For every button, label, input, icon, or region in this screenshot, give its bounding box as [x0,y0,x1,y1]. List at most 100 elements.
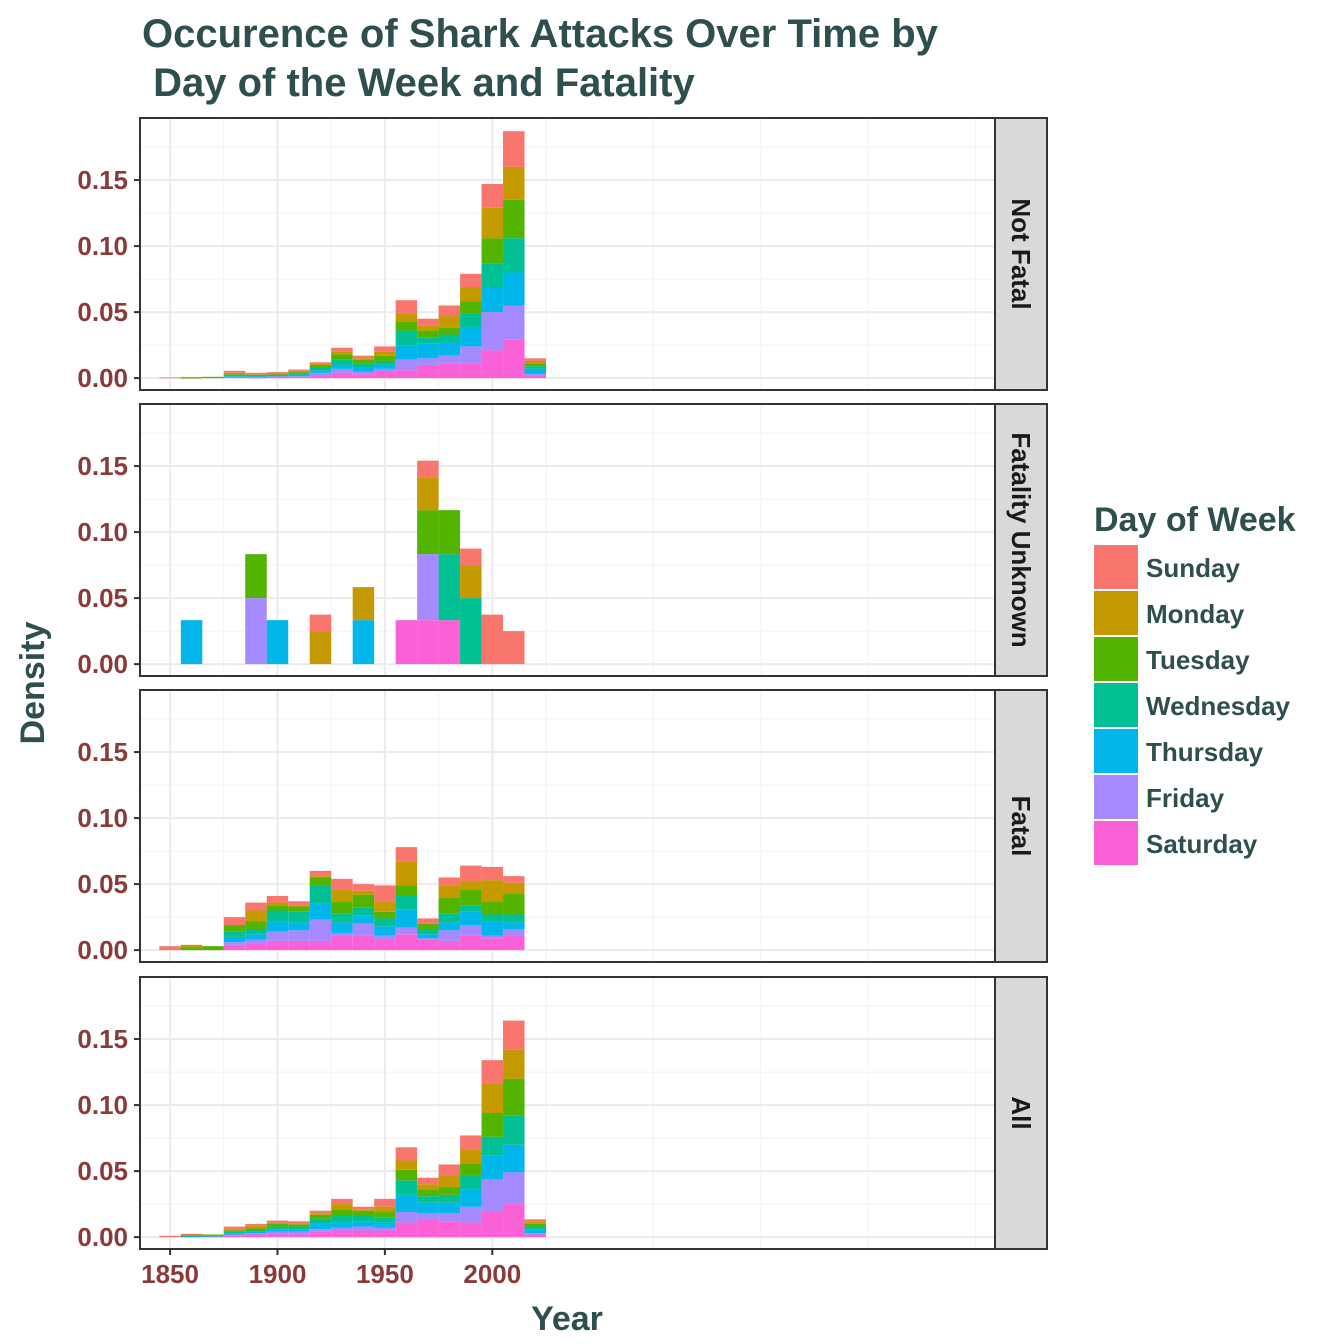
legend-item-saturday: Saturday [1094,821,1258,865]
bar-segment-saturday [438,1221,461,1238]
panel-not-fatal: Not Fatal 0.00 0.05 0.10 0.15 [77,117,1048,393]
legend-label: Sunday [1146,553,1240,583]
bar-segment-monday [481,880,504,902]
bar-segment-wednesday [309,367,332,371]
bar-segment-friday [481,935,504,939]
bar-segment-saturday [374,1230,396,1238]
bar-segment-monday [223,1229,246,1231]
legend-item-tuesday: Tuesday [1094,637,1250,681]
bar-segment-tuesday [438,327,461,335]
panel-fatal: Fatal 0.00 0.05 0.10 0.15 [77,689,1048,965]
bar-segment-thursday [180,1236,203,1238]
bar-segment-wednesday [288,373,310,375]
bar-segment-tuesday [309,364,332,368]
bar-segment-monday [503,166,525,200]
bar-segment-tuesday [223,1230,246,1232]
y-tick-label: 0.00 [77,649,128,679]
bar-segment-tuesday [460,301,482,314]
bar-segment-saturday [417,1219,439,1238]
bar-segment-wednesday [266,374,289,376]
bar-segment-thursday [352,1221,375,1227]
bar-segment-monday [245,1225,267,1229]
bar-segment-saturday [223,1235,246,1238]
bar-segment-monday [460,881,482,890]
bar-segment-saturday [374,371,396,379]
bar-segment-thursday [503,272,525,306]
bar-segment-sunday [438,1164,461,1176]
y-axis-title: Density [14,622,52,745]
legend: Day of Week Sunday Monday Tuesday Wednesday… [1094,501,1296,865]
bar-segment-friday [460,346,482,364]
bar-segment-thursday [395,909,418,928]
y-tick-label: 0.05 [77,1156,128,1186]
bar-segment-thursday [438,1202,461,1214]
bar-segment-saturday [395,370,418,379]
bar-segment-saturday [245,943,267,951]
bar-segment-sunday [223,917,246,926]
bar-segment-tuesday [266,1223,289,1227]
bar-segment-friday [309,372,332,376]
bar-segment-wednesday [460,313,482,328]
bar-segment-saturday [503,1204,525,1238]
legend-key [1094,637,1138,681]
bar-segment-sunday [352,355,375,359]
x-axis: 1850 1900 1950 2000 [141,1249,521,1289]
bar-segment-monday [460,287,482,302]
bar-segment-tuesday [374,911,396,919]
bar-segment-sunday [266,372,289,374]
bar-segment-thursday [417,1202,439,1214]
bar-segment-sunday [417,460,439,478]
bar-segment-sunday [460,1135,482,1150]
bar-segment-friday [309,919,332,941]
bar-segment-thursday [309,370,332,373]
bar-segment-monday [417,477,439,511]
bar-segment-friday [524,1233,547,1235]
bar-segment-tuesday [180,1235,203,1236]
bar-segment-saturday [245,1234,267,1238]
bar-segment-wednesday [352,1215,375,1222]
bar-segment-sunday [417,1177,439,1185]
bar-segment-saturday [374,939,396,951]
bar-segment-wednesday [245,928,267,935]
bar-segment-thursday [417,934,439,939]
bar-segment-friday [245,939,267,944]
bar-segment-tuesday [245,1228,267,1231]
bar-segment-tuesday [481,238,504,264]
bar-segment-sunday [481,614,504,665]
y-tick-label: 0.05 [77,869,128,899]
x-tick-label: 1900 [249,1259,307,1289]
bar-segment-wednesday [460,1175,482,1190]
facet-strip-label: Fatality Unknown [1006,432,1036,647]
bar-segment-thursday [374,364,396,369]
bar-segment-tuesday [266,374,289,375]
bar-segment-friday [503,305,525,340]
bar-segment-monday [180,1234,203,1236]
bar-segment-tuesday [438,1186,461,1195]
bar-segment-tuesday [202,1234,224,1236]
bar-segment-monday [395,313,418,322]
bar-segment-saturday [524,375,547,379]
bar-segment-saturday [331,935,353,951]
bar-segment-thursday [288,374,310,377]
bar-segment-friday [245,376,267,378]
bar-segment-friday [395,359,418,371]
bar-segment-wednesday [374,1217,396,1223]
bar-segment-friday [395,1212,418,1223]
bar-segment-wednesday [503,914,525,923]
bar-segment-wednesday [223,931,246,937]
panel-fatality-unknown: Fatality Unknown 0.00 0.05 0.10 0.15 [77,403,1048,679]
bar-segment-saturday [352,374,375,379]
bar-segment-wednesday [374,360,396,365]
bar-segment-monday [503,1049,525,1079]
bar-segment-monday [481,1083,504,1113]
bar-segment-saturday [395,1222,418,1238]
bar-segment-sunday [288,901,310,906]
bar-segment-saturday [417,939,439,951]
bar-segment-thursday [266,375,289,377]
y-tick-label: 0.10 [77,803,128,833]
bar-segment-saturday [481,350,504,379]
legend-key [1094,545,1138,589]
bar-segment-saturday [223,944,246,951]
bar-segment-tuesday [245,554,267,599]
bar-segment-saturday [460,363,482,379]
